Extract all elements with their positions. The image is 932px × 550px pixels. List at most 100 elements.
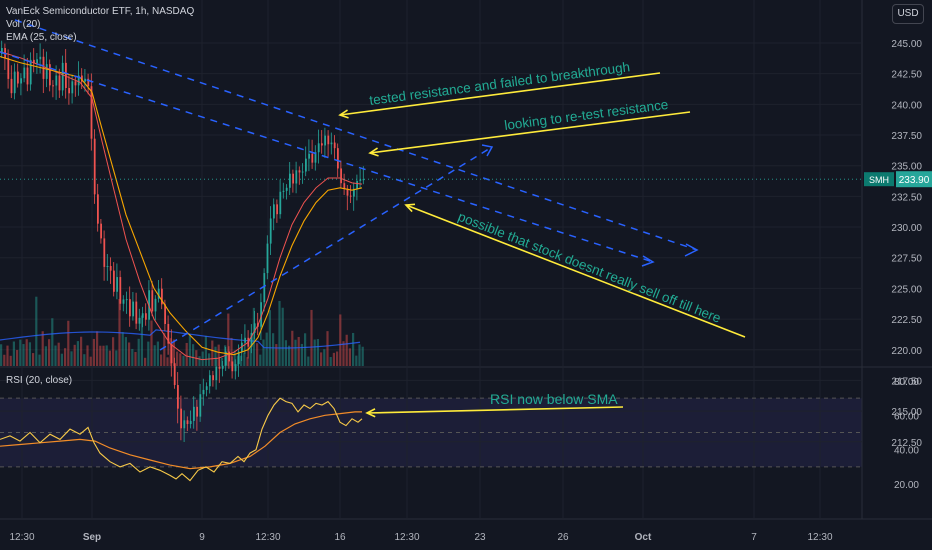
price-tick-label: 222.50: [891, 315, 922, 326]
arrow-retest-resistance: [369, 111, 691, 154]
candle-body: [305, 158, 307, 172]
time-tick-label: 26: [557, 532, 569, 543]
candle-body: [141, 313, 144, 318]
candle-body: [193, 406, 195, 421]
rsi-sma-line: [0, 411, 362, 470]
volume-bars: [0, 296, 364, 366]
candle-body: [314, 152, 317, 163]
volume-bar: [336, 351, 339, 366]
time-tick-label: Oct: [635, 532, 652, 543]
volume-bar: [153, 345, 156, 366]
volume-ma-line: [0, 329, 361, 349]
currency-button[interactable]: USD: [892, 4, 924, 24]
volume-bar: [323, 349, 326, 366]
volume-bar: [179, 353, 182, 366]
candle-body: [113, 270, 115, 292]
volume-bar: [108, 350, 111, 366]
volume-bar: [339, 314, 342, 366]
volume-bar: [86, 345, 89, 366]
candle-body: [13, 71, 16, 94]
volume-bar: [99, 345, 102, 366]
rsi-line: [0, 397, 363, 482]
rsi-tick-label: 80.00: [894, 377, 919, 388]
price-tick-label: 217.50: [891, 376, 922, 387]
candle-body: [228, 351, 230, 362]
volume-bar: [140, 315, 143, 366]
volume-bar: [198, 356, 201, 366]
candle-body: [202, 389, 205, 395]
arrow-selloff-target-head: [404, 203, 416, 213]
candle-body: [349, 195, 352, 197]
volume-bar: [35, 296, 38, 366]
candle-body: [7, 58, 10, 79]
candle-body: [301, 171, 304, 173]
lower-resistance-line: [0, 51, 654, 263]
candle-body: [61, 62, 64, 91]
trendline-arrowhead: [684, 243, 699, 257]
volume-bar: [320, 352, 323, 366]
candle-body: [253, 323, 256, 333]
candle-body: [132, 301, 134, 317]
candle-body: [337, 148, 339, 169]
volume-bar: [41, 331, 44, 366]
candle-body: [311, 153, 314, 163]
candle-body: [298, 170, 301, 173]
volume-bar: [348, 348, 351, 366]
volume-bar: [124, 337, 127, 366]
price-tag-value: 233.90: [899, 175, 930, 186]
arrow-rsi-head: [365, 408, 376, 418]
ticker-tag-label: SMH: [869, 175, 889, 185]
volume-bar: [230, 337, 233, 366]
candle-body: [225, 351, 227, 366]
candle-body: [330, 142, 333, 145]
volume-bar: [278, 300, 281, 366]
volume-bar: [92, 338, 95, 366]
volume-bar: [297, 336, 300, 366]
volume-bar: [44, 346, 47, 366]
volume-bar: [259, 354, 262, 366]
volume-bar: [96, 331, 99, 366]
volume-bar: [240, 355, 243, 366]
arrow-tested-resistance: [339, 72, 661, 116]
volume-bar: [185, 342, 188, 366]
volume-bar: [217, 344, 220, 366]
candle-body: [221, 365, 224, 369]
volume-bar: [83, 354, 86, 366]
volume-bar: [211, 340, 214, 366]
candle-body: [231, 361, 234, 372]
symbol-legend: VanEck Semiconductor ETF, 1h, NASDAQ: [6, 6, 195, 17]
candle-body: [237, 351, 240, 365]
candle-body: [321, 143, 323, 146]
ticker-tag-bg: [864, 172, 894, 187]
volume-bar: [64, 348, 67, 366]
candle-body: [77, 75, 80, 86]
volume-bar: [256, 343, 259, 366]
volume-bar: [19, 339, 22, 366]
candle-body: [279, 191, 282, 215]
annotation-rsi: RSI now below SMA: [490, 391, 618, 407]
volume-bar: [121, 332, 124, 366]
volume-bar: [160, 354, 163, 366]
volume-bar: [144, 357, 147, 366]
candle-body: [317, 143, 320, 153]
volume-bar: [265, 332, 268, 366]
volume-bar: [166, 357, 169, 366]
candle-body: [343, 183, 346, 189]
volume-bar: [262, 339, 265, 366]
volume-bar: [28, 342, 31, 366]
candle-body: [186, 420, 189, 424]
candle-body: [39, 56, 42, 60]
candle-body: [173, 363, 176, 386]
volume-bar: [233, 350, 236, 366]
price-tick-label: 245.00: [891, 39, 922, 50]
volume-bar: [105, 345, 108, 366]
candle-body: [71, 81, 74, 94]
candle-body: [161, 288, 163, 305]
candle-body: [84, 78, 86, 82]
volume-bar: [288, 345, 291, 366]
volume-bar: [137, 338, 140, 366]
volume-bar: [208, 353, 211, 366]
candle-body: [157, 288, 160, 299]
volume-bar: [163, 332, 166, 366]
